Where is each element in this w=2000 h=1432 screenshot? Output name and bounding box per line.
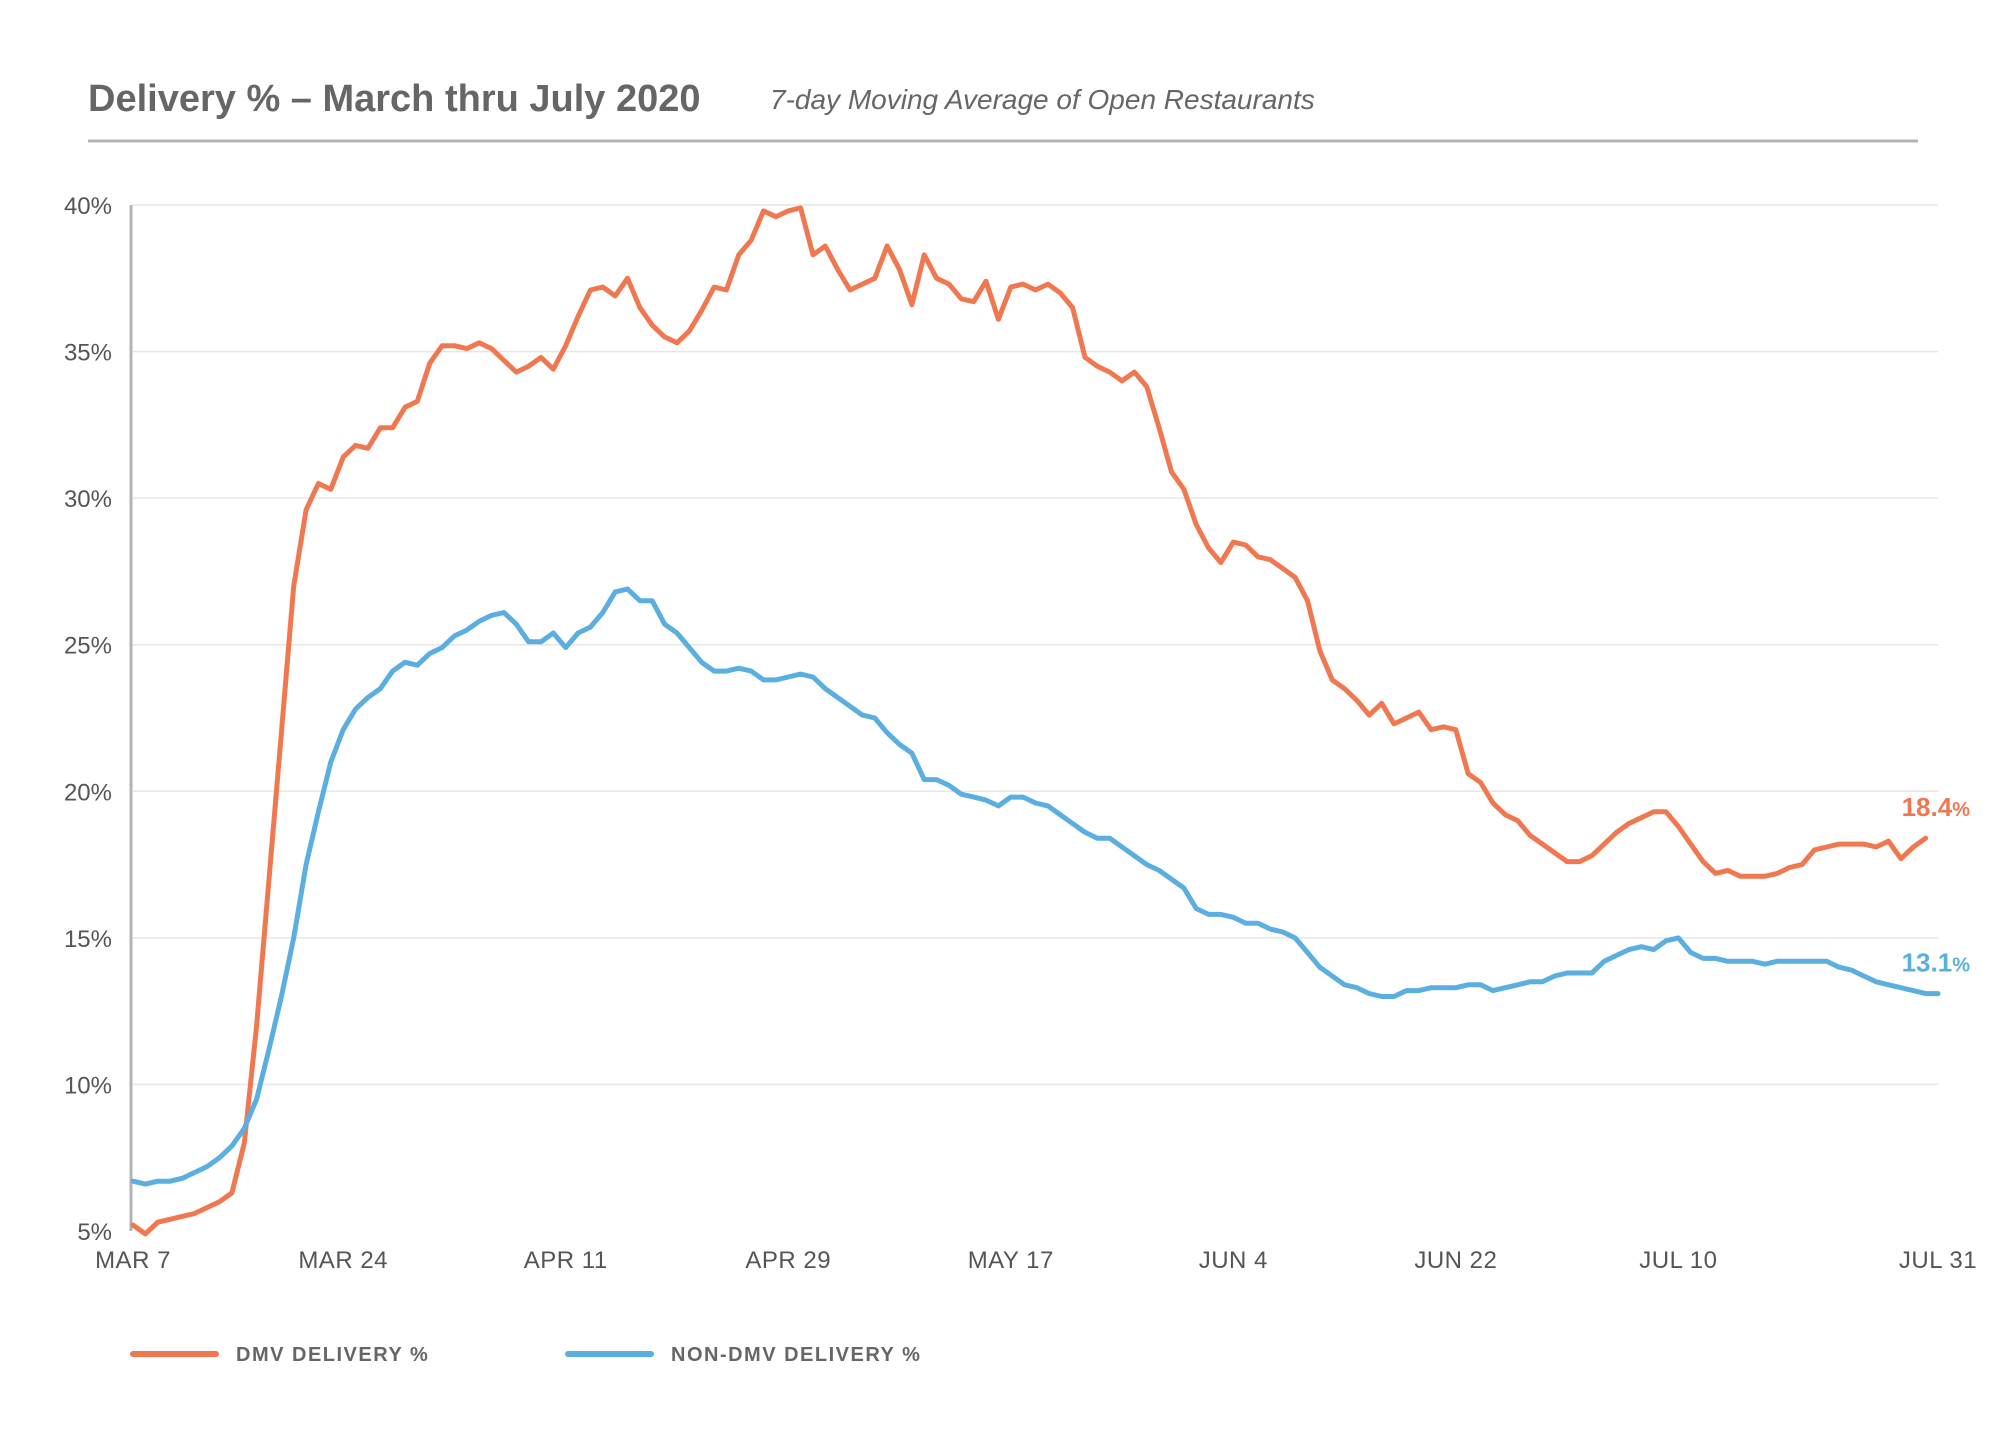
y-tick-label: 20% [64, 779, 112, 806]
end-value-label: 13.1% [1902, 948, 1971, 978]
end-value-label: 18.4% [1902, 792, 1971, 822]
y-axis-ticks: 5% 10% 15% 20% 25% 30% 35% 40% [64, 193, 112, 1246]
x-tick-label: APR 29 [745, 1247, 831, 1274]
y-tick-label: 15% [64, 926, 112, 953]
y-tick-label: 35% [64, 340, 112, 367]
y-tick-label: 40% [64, 193, 112, 220]
y-tick-label: 30% [64, 486, 112, 513]
end-value-unit: % [1952, 799, 1970, 821]
x-axis-ticks: MAR 7 MAR 24 APR 11 APR 29 MAY 17 JUN 4 JUN 22… [95, 1247, 1977, 1274]
x-tick-label: JUL 31 [1899, 1247, 1977, 1274]
x-tick-label: MAR 7 [95, 1247, 171, 1274]
legend-label: DMV DELIVERY % [236, 1344, 429, 1366]
x-tick-label: JUN 4 [1199, 1247, 1268, 1274]
legend-label: NON-DMV DELIVERY % [671, 1344, 921, 1366]
legend: DMV DELIVERY % NON-DMV DELIVERY % [130, 1344, 921, 1366]
x-tick-label: JUL 10 [1639, 1247, 1717, 1274]
gridlines [133, 204, 1938, 1086]
series-lines [130, 205, 1941, 1237]
end-value: 18.4 [1902, 792, 1953, 822]
series-line-non-dmv [130, 586, 1941, 1187]
x-tick-label: APR 11 [524, 1247, 608, 1274]
y-tick-label: 5% [77, 1219, 112, 1246]
x-tick-label: MAR 24 [298, 1247, 388, 1274]
end-value: 13.1 [1902, 948, 1953, 978]
x-tick-label: JUN 22 [1414, 1247, 1497, 1274]
chart-title: Delivery % – March thru July 2020 [88, 78, 701, 120]
end-labels: 18.4%13.1% [1902, 792, 1971, 977]
y-tick-label: 25% [64, 633, 112, 660]
x-tick-label: MAY 17 [968, 1247, 1054, 1274]
y-tick-label: 10% [64, 1072, 112, 1099]
end-value-unit: % [1952, 955, 1970, 977]
chart-subtitle: 7-day Moving Average of Open Restaurants [770, 84, 1315, 115]
series-line-dmv [130, 205, 1929, 1237]
